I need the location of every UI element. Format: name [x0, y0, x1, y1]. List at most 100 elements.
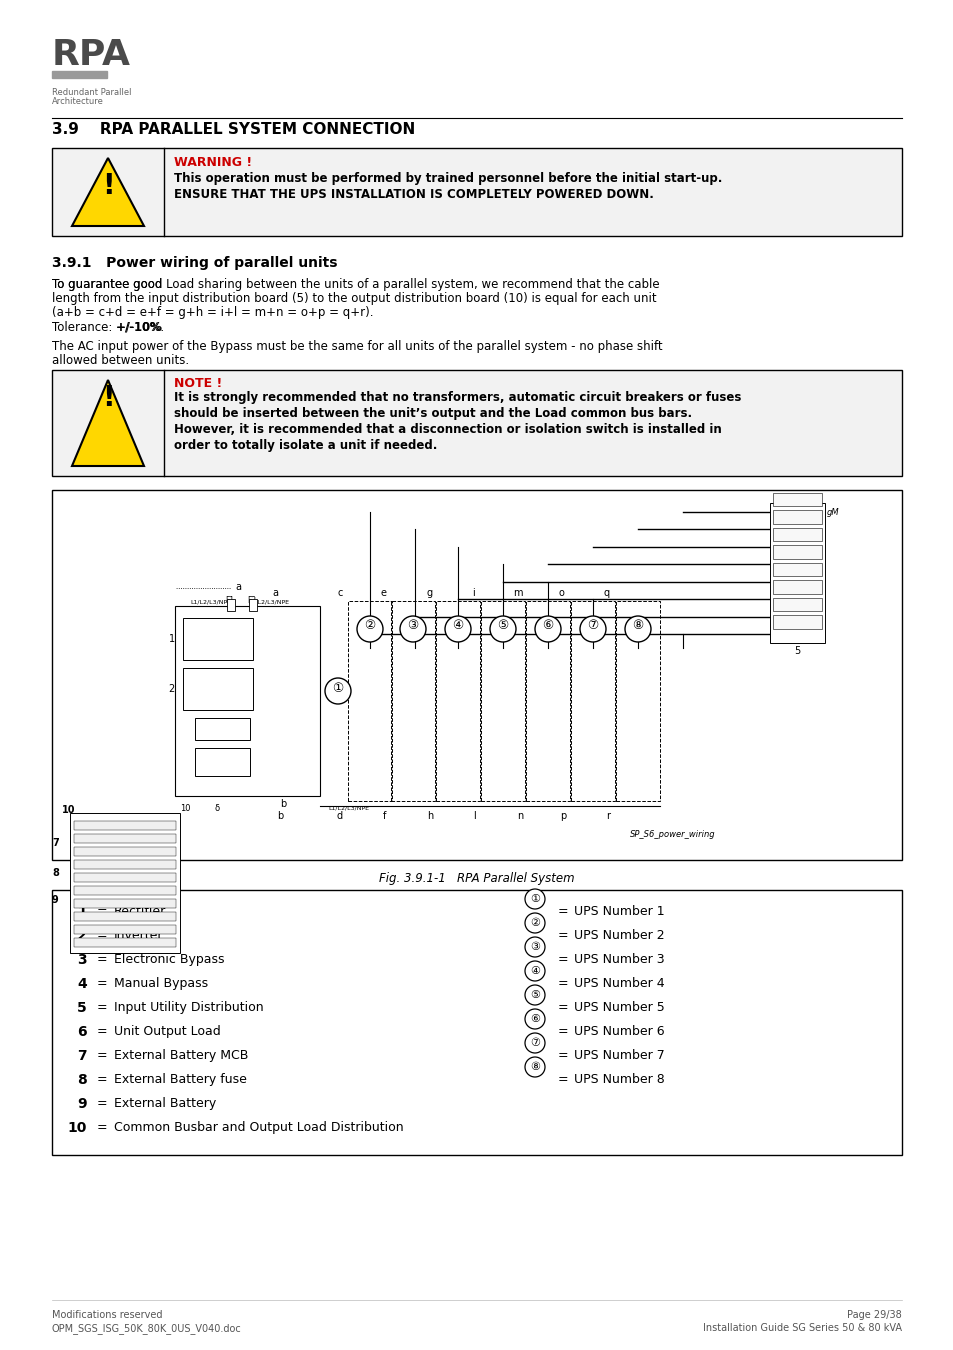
Bar: [772, 545, 821, 559]
Text: Page 29/38: Page 29/38: [846, 1310, 901, 1320]
Text: 3: 3: [77, 953, 87, 967]
Text: p: p: [559, 811, 565, 821]
Bar: [772, 580, 821, 594]
Text: (a+b = c+d = e+f = g+h = i+l = m+n = o+p = q+r).: (a+b = c+d = e+f = g+h = i+l = m+n = o+p…: [52, 306, 374, 319]
Text: order to totally isolate a unit if needed.: order to totally isolate a unit if neede…: [173, 439, 436, 452]
Text: 2: 2: [77, 929, 87, 944]
Bar: [183, 618, 253, 660]
Text: 2: 2: [169, 684, 174, 694]
Text: Input Utility Distribution: Input Utility Distribution: [113, 1000, 263, 1014]
Text: =: =: [97, 929, 108, 942]
Text: ⑧: ⑧: [632, 620, 643, 632]
Text: ⑧: ⑧: [530, 1062, 539, 1072]
Text: ②: ②: [530, 918, 539, 927]
Bar: [174, 606, 319, 796]
Text: m: m: [513, 589, 522, 598]
Text: should be inserted between the unit’s output and the Load common bus bars.: should be inserted between the unit’s ou…: [173, 406, 691, 420]
Text: UPS Number 2: UPS Number 2: [574, 929, 664, 942]
Text: =: =: [558, 1000, 568, 1014]
Text: !: !: [102, 383, 114, 412]
Text: 5: 5: [793, 647, 800, 656]
Text: g: g: [427, 589, 433, 598]
Bar: [74, 846, 175, 856]
Bar: [74, 899, 175, 909]
Text: =: =: [97, 1049, 108, 1062]
Bar: [348, 601, 392, 801]
Text: =: =: [97, 1000, 108, 1014]
Circle shape: [524, 1033, 544, 1053]
Text: 7: 7: [77, 1049, 87, 1062]
Bar: [194, 718, 250, 740]
Text: h: h: [426, 811, 433, 821]
Text: length from the input distribution board (5) to the output distribution board (1: length from the input distribution board…: [52, 292, 656, 305]
Bar: [52, 490, 901, 860]
Text: Redundant Parallel: Redundant Parallel: [52, 88, 132, 97]
Text: =: =: [558, 904, 568, 918]
Text: +/-10%: +/-10%: [116, 320, 163, 333]
Text: 7: 7: [52, 838, 59, 848]
Text: Manual Bypass: Manual Bypass: [113, 977, 208, 990]
Bar: [571, 601, 615, 801]
Text: =: =: [97, 1025, 108, 1038]
Text: OPM_SGS_ISG_50K_80K_0US_V040.doc: OPM_SGS_ISG_50K_80K_0US_V040.doc: [52, 1323, 241, 1334]
Text: UPS Number 8: UPS Number 8: [574, 1073, 664, 1085]
Text: AC: AC: [213, 622, 223, 632]
Bar: [74, 821, 175, 830]
Text: l: l: [473, 811, 476, 821]
Bar: [436, 601, 479, 801]
Text: 1: 1: [77, 904, 87, 919]
Bar: [616, 601, 659, 801]
Circle shape: [524, 961, 544, 981]
Bar: [772, 598, 821, 612]
Bar: [52, 148, 901, 236]
Bar: [772, 510, 821, 524]
Text: =: =: [97, 977, 108, 990]
Bar: [74, 938, 175, 946]
Text: 9: 9: [77, 1098, 87, 1111]
Bar: [52, 72, 107, 78]
Bar: [194, 748, 250, 776]
Text: !: !: [102, 171, 114, 200]
Text: =: =: [558, 977, 568, 990]
Text: =: =: [97, 904, 108, 918]
Bar: [183, 668, 253, 710]
Text: UPS Number 4: UPS Number 4: [574, 977, 664, 990]
Text: 1: 1: [169, 634, 174, 644]
Text: 3.9.1   Power wiring of parallel units: 3.9.1 Power wiring of parallel units: [52, 256, 337, 270]
Text: ⑥: ⑥: [530, 1014, 539, 1025]
Bar: [74, 860, 175, 869]
Text: =: =: [97, 1073, 108, 1085]
Text: Fig. 3.9.1-1   RPA Parallel System: Fig. 3.9.1-1 RPA Parallel System: [378, 872, 575, 886]
Circle shape: [490, 616, 516, 643]
Text: n: n: [517, 811, 522, 821]
Text: 4: 4: [77, 977, 87, 991]
Text: External Battery MCB: External Battery MCB: [113, 1049, 248, 1062]
Text: 3.9    RPA PARALLEL SYSTEM CONNECTION: 3.9 RPA PARALLEL SYSTEM CONNECTION: [52, 122, 415, 136]
Circle shape: [524, 1008, 544, 1029]
Bar: [74, 913, 175, 921]
Text: 5: 5: [77, 1000, 87, 1015]
Text: The AC input power of the Bypass must be the same for all units of the parallel : The AC input power of the Bypass must be…: [52, 340, 662, 352]
Text: 3: 3: [218, 724, 225, 734]
Text: L1/L2/L3/NPE: L1/L2/L3/NPE: [328, 806, 369, 811]
Bar: [772, 616, 821, 629]
Text: Tolerance: +/-10%.: Tolerance: +/-10%.: [52, 320, 164, 333]
Text: UPS Number 7: UPS Number 7: [574, 1049, 664, 1062]
Text: δ: δ: [214, 805, 220, 813]
Text: Electronic Bypass: Electronic Bypass: [113, 953, 224, 967]
Text: DC: DC: [213, 647, 223, 655]
Circle shape: [535, 616, 560, 643]
Circle shape: [524, 1057, 544, 1077]
Text: =: =: [558, 1025, 568, 1038]
Text: ①: ①: [332, 682, 343, 695]
Bar: [74, 925, 175, 934]
Text: 10: 10: [68, 1120, 87, 1135]
Circle shape: [399, 616, 426, 643]
Text: =: =: [558, 929, 568, 942]
Text: ⑦: ⑦: [530, 1038, 539, 1048]
Text: q: q: [603, 589, 609, 598]
Text: c: c: [337, 589, 342, 598]
Text: L1/L2/L3/NPE: L1/L2/L3/NPE: [248, 599, 289, 605]
Bar: [772, 563, 821, 576]
Bar: [52, 370, 901, 477]
